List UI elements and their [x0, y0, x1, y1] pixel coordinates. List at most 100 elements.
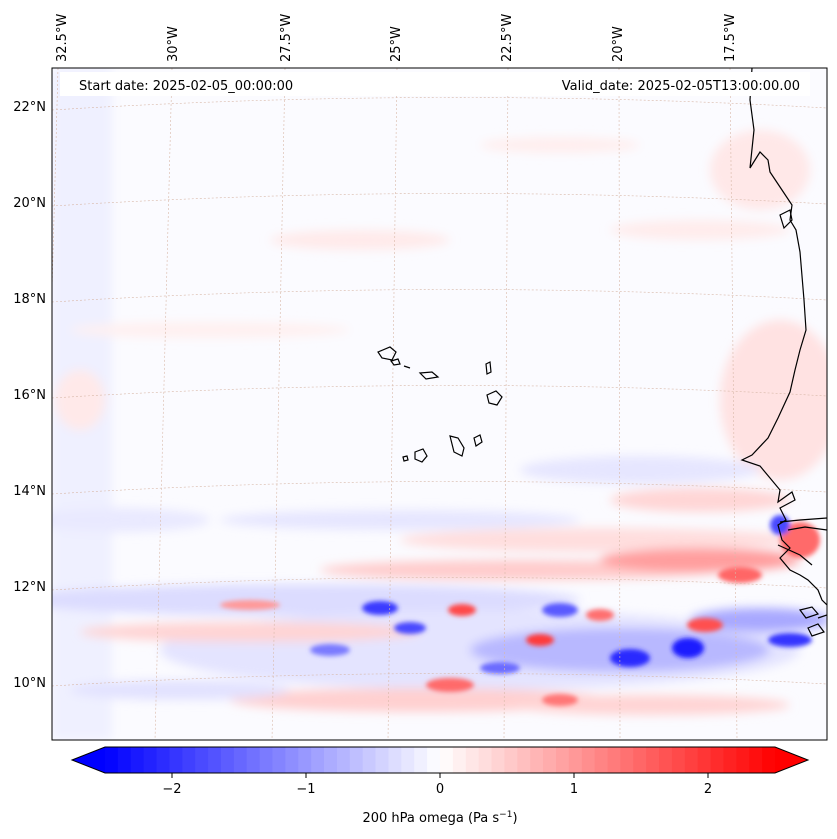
lat-label-20n: 20°N	[13, 196, 46, 211]
lat-label-10n: 10°N	[13, 676, 46, 691]
colorbar-band	[130, 747, 145, 773]
colorbar-label-main: 200 hPa omega (Pa s	[362, 811, 499, 826]
colorbar-ticks	[171, 773, 709, 778]
colorbar-band	[220, 747, 235, 773]
lat-label-18n: 18°N	[13, 292, 46, 307]
gridline-lat-10	[52, 673, 827, 687]
gridline-lon-27-5	[271, 68, 286, 740]
island-santo-antao	[377, 346, 397, 361]
colorbar-band	[620, 747, 634, 773]
colorbar-tick-label: −2	[162, 782, 181, 797]
lon-label-17-5w: 17.5°W	[723, 14, 738, 62]
colorbar-band	[246, 747, 261, 773]
colorbar-band	[568, 747, 583, 773]
island-fogo	[414, 448, 428, 463]
header-box	[60, 72, 810, 96]
island-sao-vicente	[389, 358, 401, 366]
colorbar-band	[749, 747, 763, 773]
colorbar-band	[324, 747, 338, 773]
colorbar-band	[298, 747, 312, 773]
coastline-senegal-gambia	[777, 517, 827, 566]
gridline-lon-30	[154, 68, 173, 740]
lon-label-20w: 20°W	[611, 26, 626, 62]
colorbar-band	[452, 747, 467, 773]
island-boa-vista	[486, 390, 503, 406]
colorbar-band	[427, 747, 441, 773]
colorbar-label-end: )	[512, 811, 517, 826]
colorbar-low-extension	[72, 747, 105, 773]
colorbar-band	[594, 747, 609, 773]
colorbar-band	[659, 747, 673, 773]
map-frame	[51, 67, 828, 741]
colorbar-band	[285, 747, 299, 773]
gridline-lat-12	[52, 577, 827, 591]
lat-label-16n: 16°N	[13, 388, 46, 403]
colorbar-label-superscript: −1	[499, 810, 512, 820]
colorbar-band	[736, 747, 750, 773]
lon-label-30w: 30°W	[166, 26, 181, 62]
colorbar-tick-label: 2	[704, 782, 712, 797]
colorbar-outline	[70, 746, 810, 774]
island-maio	[473, 434, 483, 447]
lat-label-22n: 22°N	[13, 100, 46, 115]
coastlines	[377, 68, 827, 637]
colorbar-band	[388, 747, 402, 773]
colorbar-band	[311, 747, 325, 773]
colorbar-band	[336, 747, 351, 773]
colorbar-band	[684, 747, 699, 773]
colorbar-band	[633, 747, 647, 773]
lat-label-12n: 12°N	[13, 580, 46, 595]
colorbar-band	[491, 747, 506, 773]
lat-label-14n: 14°N	[13, 484, 46, 499]
gridline-lat-18	[52, 289, 827, 303]
colorbar-band	[697, 747, 712, 773]
coastline-canary-fragment	[779, 209, 793, 230]
colorbar-band	[440, 747, 454, 773]
coastline-guinea-islands	[798, 606, 827, 637]
colorbar-band	[117, 747, 132, 773]
lon-label-27-5w: 27.5°W	[279, 14, 294, 62]
colorbar: −2 −1 0 1 2 200 hPa omega (Pa s−1)	[70, 746, 810, 826]
coastline-west-africa	[740, 68, 827, 606]
island-santiago	[449, 435, 465, 457]
island-sao-nicolau	[418, 371, 440, 380]
valid-date-text: Valid_date: 2025-02-05T13:00:00.00	[562, 79, 800, 94]
island-santa-luzia	[403, 365, 411, 369]
colorbar-band	[710, 747, 725, 773]
colorbar-band	[401, 747, 415, 773]
colorbar-band	[349, 747, 364, 773]
gridline-lon-25	[387, 68, 398, 740]
gridline-lon-20	[618, 68, 621, 740]
colorbar-tick-label: −1	[296, 782, 315, 797]
gridline-lon-32-5	[52, 68, 59, 304]
colorbar-band	[581, 747, 596, 773]
lon-label-25w: 25°W	[389, 26, 404, 62]
gridlines	[52, 68, 827, 740]
colorbar-band	[414, 747, 428, 773]
island-sal	[485, 361, 492, 375]
omega-field	[52, 68, 827, 740]
latitude-labels: 22°N 20°N 18°N 16°N 14°N 12°N 10°N	[13, 100, 46, 691]
colorbar-bands	[105, 747, 776, 773]
colorbar-band	[105, 747, 119, 773]
colorbar-tick-label: 0	[436, 782, 444, 797]
gridline-lon-22-5	[503, 68, 509, 740]
colorbar-band	[465, 747, 480, 773]
colorbar-band	[272, 747, 286, 773]
longitude-labels: 32.5°W 30°W 27.5°W 25°W 22.5°W 20°W 17.5…	[55, 14, 738, 62]
start-date-text: Start date: 2025-02-05_00:00:00	[79, 79, 293, 94]
colorbar-band	[478, 747, 493, 773]
colorbar-tick-label: 1	[570, 782, 578, 797]
colorbar-label: 200 hPa omega (Pa s−1)	[362, 810, 517, 826]
colorbar-band	[762, 747, 776, 773]
colorbar-band	[259, 747, 274, 773]
colorbar-band	[195, 747, 209, 773]
colorbar-band	[233, 747, 248, 773]
colorbar-high-extension	[775, 747, 808, 773]
colorbar-band	[671, 747, 686, 773]
colorbar-band	[156, 747, 171, 773]
colorbar-band	[543, 747, 557, 773]
colorbar-band	[723, 747, 737, 773]
colorbar-band	[182, 747, 196, 773]
